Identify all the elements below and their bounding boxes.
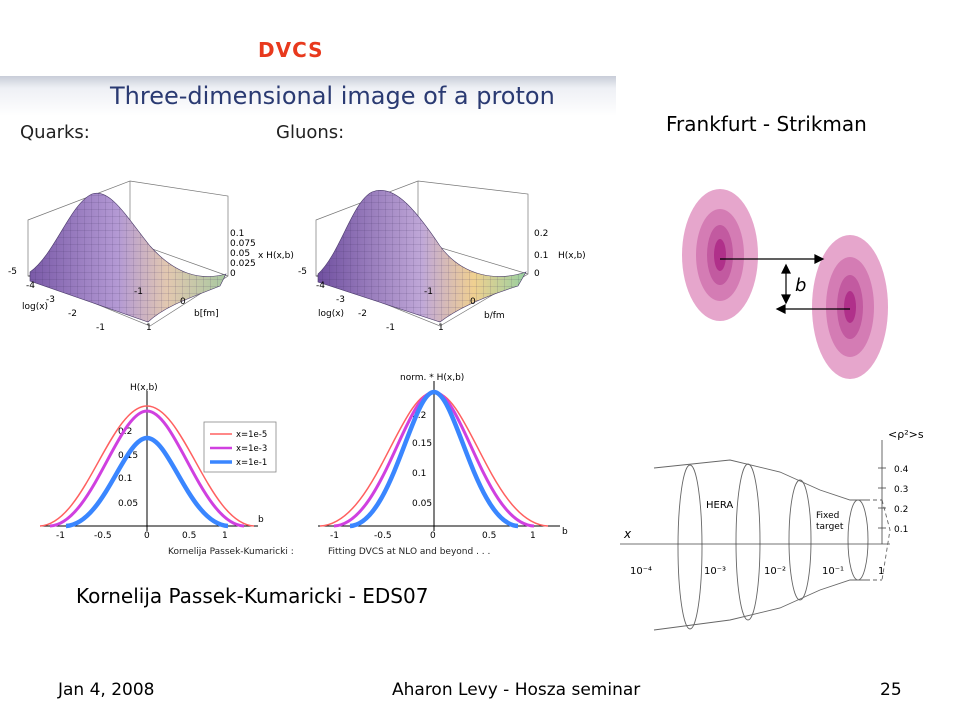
curves-left-y-tick: 0.05 — [118, 499, 138, 509]
gluons-b-tick: 0 — [470, 297, 476, 307]
curves-left-x-tick: 0 — [144, 531, 150, 541]
proton-ellipse-right — [812, 235, 888, 379]
quarks-x-tick: -3 — [46, 295, 55, 305]
hera-x-tick-label: 10⁻¹ — [822, 566, 844, 577]
quarks-b-tick: 1 — [146, 323, 152, 333]
gluons-x-axis-label: log(x) — [318, 309, 344, 319]
quarks-b-tick: -1 — [134, 287, 143, 297]
hera-x-tick-label: 10⁻³ — [704, 566, 726, 577]
quarks-b-axis-label: b[fm] — [194, 309, 219, 319]
curve-x-1e-3 — [49, 409, 245, 528]
curves-left-y-label: H(x,b) — [130, 383, 158, 393]
credit-line: Kornelija Passek-Kumaricki - EDS07 — [76, 584, 429, 608]
quarks-x-tick: -1 — [96, 323, 105, 333]
hera-region-label: HERA — [706, 500, 733, 511]
impact-parameter-arrows — [720, 254, 850, 314]
fixed-target-label-line1: Fixed — [816, 511, 839, 521]
gluons-x-tick: -5 — [298, 267, 307, 277]
curves-right-x-tick: -1 — [330, 531, 339, 541]
curves-left-x-tick: -1 — [56, 531, 65, 541]
quarks-z-tick: 0.075 — [230, 239, 256, 249]
banner-title: Three-dimensional image of a proton — [109, 82, 555, 110]
hera-y-ticks — [878, 467, 886, 529]
curves-right-y-label: norm. * H(x,b) — [400, 373, 464, 383]
hera-funnel — [653, 459, 891, 631]
quarks-z-tick: 0 — [230, 269, 236, 279]
caption-left: Kornelija Passek-Kumaricki : — [168, 547, 294, 557]
hera-y-label: <ρ²>s — [888, 428, 924, 441]
quarks-label: Quarks: — [20, 122, 90, 143]
hera-x-tick-label: 10⁻⁴ — [630, 566, 652, 577]
hera-y-tick-label: 0.1 — [894, 525, 908, 535]
curves-left-x-tick: 1 — [222, 531, 228, 541]
curve-x-1e-1 — [65, 435, 229, 529]
hera-y-tick-label: 0.2 — [894, 505, 908, 515]
curves-left-x-tick: 0.5 — [182, 531, 196, 541]
curves-right-x-tick: 1 — [530, 531, 536, 541]
proton-image-figure: Three-dimensional image of a proton Quar… — [0, 76, 616, 557]
footer-presenter: Aharon Levy - Hosza seminar — [392, 680, 641, 700]
quarks-z-tick: 0.025 — [230, 259, 256, 269]
gluons-label: Gluons: — [276, 122, 344, 143]
hera-x-tick-label: 1 — [878, 566, 884, 577]
caption-right: Fitting DVCS at NLO and beyond . . . — [328, 547, 490, 557]
curves-right-y-tick: 0.2 — [412, 411, 426, 421]
gluons-x-tick: -3 — [336, 295, 345, 305]
b-label: b — [795, 275, 806, 296]
hera-x-tick-label: 10⁻² — [764, 566, 786, 577]
banner-background — [0, 76, 616, 116]
curves-right-y-tick: 0.05 — [412, 499, 432, 509]
gluons-z-tick: 0.1 — [534, 251, 548, 261]
quarks-x-axis-label: log(x) — [22, 302, 48, 312]
curves-right-y-tick: 0.15 — [412, 439, 432, 449]
gluons-z-tick: 0 — [534, 269, 540, 279]
norm-curve-blue — [349, 389, 519, 529]
curves-left-x-label: b — [258, 515, 264, 525]
slide-heading: DVCS — [258, 38, 324, 62]
curve-x-1e-5 — [39, 405, 255, 527]
gluons-b-tick: -1 — [424, 287, 433, 297]
hera-transverse-plot: <ρ²>s 0.4 0.3 0.2 0.1 x 10⁻⁴ 10⁻³ 10⁻² 1… — [620, 428, 924, 631]
curves-right-y-tick: 0.1 — [412, 469, 426, 479]
curves-right-x-tick: 0 — [430, 531, 436, 541]
footer-date: Jan 4, 2008 — [58, 680, 155, 700]
frankfurt-strikman-title: Frankfurt - Strikman — [666, 112, 867, 136]
quarks-z-tick: 0.05 — [230, 249, 250, 259]
legend-label: x=1e-5 — [236, 430, 267, 440]
hera-y-tick-label: 0.4 — [894, 465, 909, 475]
hera-x-label: x — [623, 527, 632, 541]
gluons-z-tick: 0.2 — [534, 229, 548, 239]
quarks-b-tick: 0 — [180, 297, 186, 307]
proton-ellipse-left — [682, 189, 758, 321]
hera-y-tick-label: 0.3 — [894, 485, 908, 495]
legend-label: x=1e-1 — [236, 458, 267, 468]
gluons-x-tick: -2 — [358, 309, 367, 319]
gluons-x-tick: -1 — [386, 323, 395, 333]
legend-label: x=1e-3 — [236, 444, 267, 454]
profile-curves-left: H(x,b) b 0.2 0.15 0.1 0.05 -1 -0.5 0 0.5… — [39, 383, 277, 541]
transverse-size-diagram: b — [682, 189, 888, 379]
gluons-x-tick: -4 — [316, 281, 325, 291]
gluons-z-axis-label: H(x,b) — [558, 251, 586, 261]
quarks-x-tick: -2 — [68, 309, 77, 319]
quarks-x-tick: -5 — [8, 267, 17, 277]
gluons-b-axis-label: b/fm — [484, 311, 505, 321]
footer-page-number: 25 — [880, 680, 902, 700]
curves-right-x-tick: -0.5 — [374, 531, 392, 541]
quarks-x-tick: -4 — [26, 281, 35, 291]
gluons-3d-plot: -5 -4 -3 -2 -1 log(x) -1 0 1 b/fm 0.2 0.… — [298, 180, 586, 333]
curves-left-x-tick: -0.5 — [94, 531, 112, 541]
curves-right-x-label: b — [562, 527, 568, 537]
quarks-z-axis-label: x H(x,b) — [258, 251, 294, 261]
quarks-3d-plot: -5 -4 -3 -2 -1 log(x) -1 0 1 b[fm] 0.1 0… — [8, 180, 294, 333]
fixed-target-label-line2: target — [816, 522, 844, 532]
gluons-b-tick: 1 — [438, 323, 444, 333]
profile-curves-right: norm. * H(x,b) b 0.2 0.15 0.1 0.05 -1 -0… — [318, 373, 568, 541]
curves-legend: x=1e-5 x=1e-3 x=1e-1 — [203, 421, 277, 473]
curves-left-y-tick: 0.1 — [118, 474, 132, 484]
quarks-z-tick: 0.1 — [230, 229, 244, 239]
curves-right-x-tick: 0.5 — [482, 531, 496, 541]
